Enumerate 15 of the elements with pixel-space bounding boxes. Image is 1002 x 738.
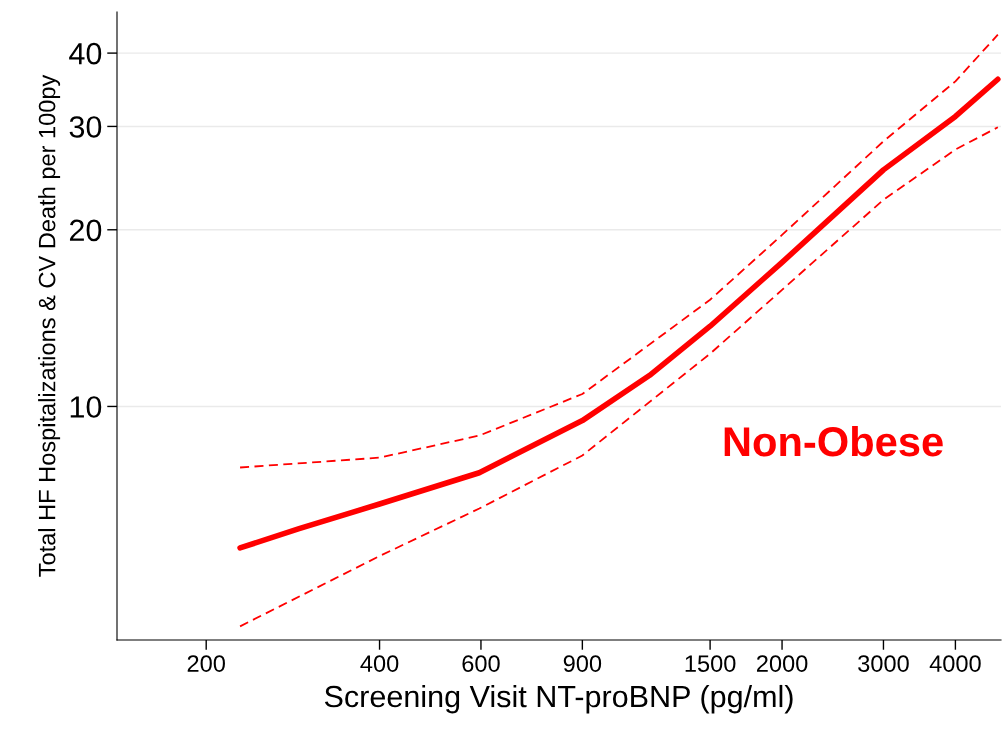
x-tick-label: 3000 — [858, 655, 909, 672]
y-tick-label: 40 — [69, 42, 102, 65]
y-tick-label: 30 — [69, 116, 102, 138]
y-axis-title: Total HF Hospitalizations & CV Death per 100py — [38, 74, 61, 577]
x-tick-label: 200 — [187, 655, 225, 672]
x-tick-label: 2000 — [756, 655, 808, 672]
x-axis-title: Screening Visit NT-proBNP (pg/ml) — [324, 684, 793, 714]
x-tick-label: 1500 — [685, 655, 736, 672]
x-tick-label: 4000 — [929, 655, 981, 672]
x-tick-label: 600 — [462, 655, 500, 672]
y-tick-label: 20 — [69, 219, 102, 242]
x-tick-label: 400 — [360, 655, 399, 672]
annotation: Non-Obese — [724, 425, 943, 457]
x-tick-label: 900 — [563, 655, 602, 672]
y-tick-label: 10 — [70, 396, 102, 418]
